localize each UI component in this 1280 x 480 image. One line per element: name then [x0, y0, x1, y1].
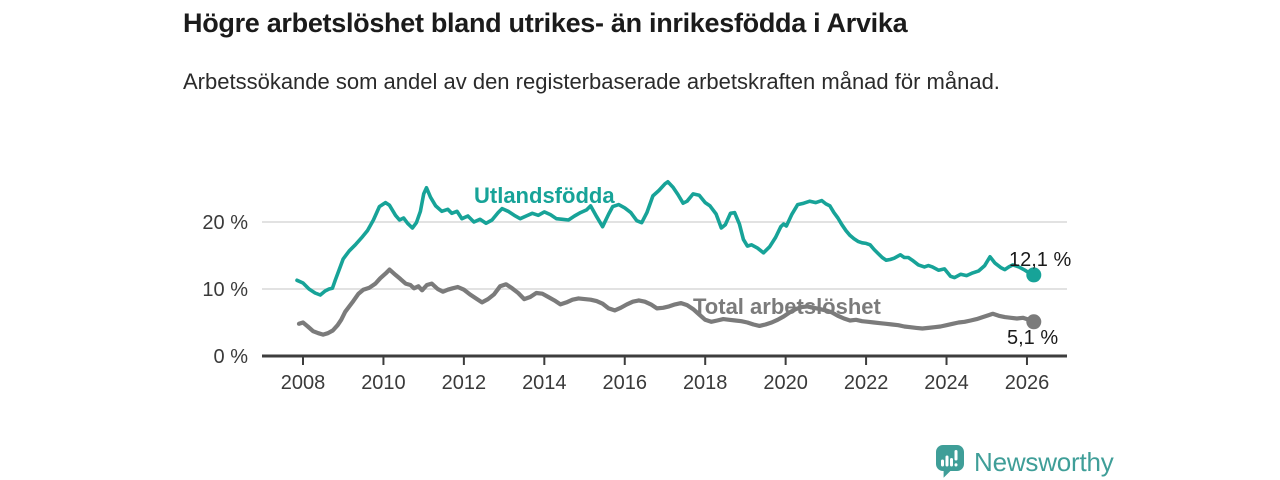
x-tick-label: 2008 — [281, 372, 326, 394]
chart-subtitle: Arbetssökande som andel av den registerb… — [183, 69, 1000, 94]
x-tick-label: 2016 — [603, 372, 648, 394]
x-tick-label: 2026 — [1005, 372, 1050, 394]
series-line-1 — [296, 267, 1036, 337]
newsworthy-logo-link[interactable]: Newsworthy — [936, 445, 1114, 479]
logo-bar-tall — [945, 455, 949, 467]
logo-bar-short — [941, 459, 944, 467]
series-end-dot-0 — [1026, 267, 1042, 283]
end-value-label-utlandsfodda: 12,1 % — [1009, 249, 1072, 271]
logo-bar-medium — [950, 458, 953, 467]
x-tick-label: 2010 — [361, 372, 406, 394]
series-end-dot-1 — [1026, 314, 1042, 330]
x-tick-label: 2012 — [442, 372, 487, 394]
newsworthy-logo-icon — [936, 445, 964, 478]
x-tick-label: 2018 — [683, 372, 728, 394]
x-tick-label: 2014 — [522, 372, 567, 394]
x-tick-label: 2022 — [844, 372, 889, 394]
x-tick-label: 2020 — [763, 372, 808, 394]
series-line-0 — [295, 180, 1036, 297]
series-label-utlandsfodda: Utlandsfödda — [474, 183, 615, 208]
x-tick-label: 2024 — [924, 372, 969, 394]
y-tick-label: 20 % — [202, 212, 248, 234]
y-tick-label: 0 % — [214, 346, 249, 368]
series-label-total-arbetsloshet: Total arbetslöshet — [693, 294, 881, 319]
page-title: Högre arbetslöshet bland utrikes- än inr… — [183, 8, 908, 38]
logo-exclamation-dot — [954, 463, 958, 467]
end-value-label-total: 5,1 % — [1007, 327, 1059, 349]
y-tick-label: 10 % — [202, 279, 248, 301]
logo-exclamation-stem — [954, 450, 958, 461]
newsworthy-wordmark: Newsworthy — [974, 447, 1114, 477]
